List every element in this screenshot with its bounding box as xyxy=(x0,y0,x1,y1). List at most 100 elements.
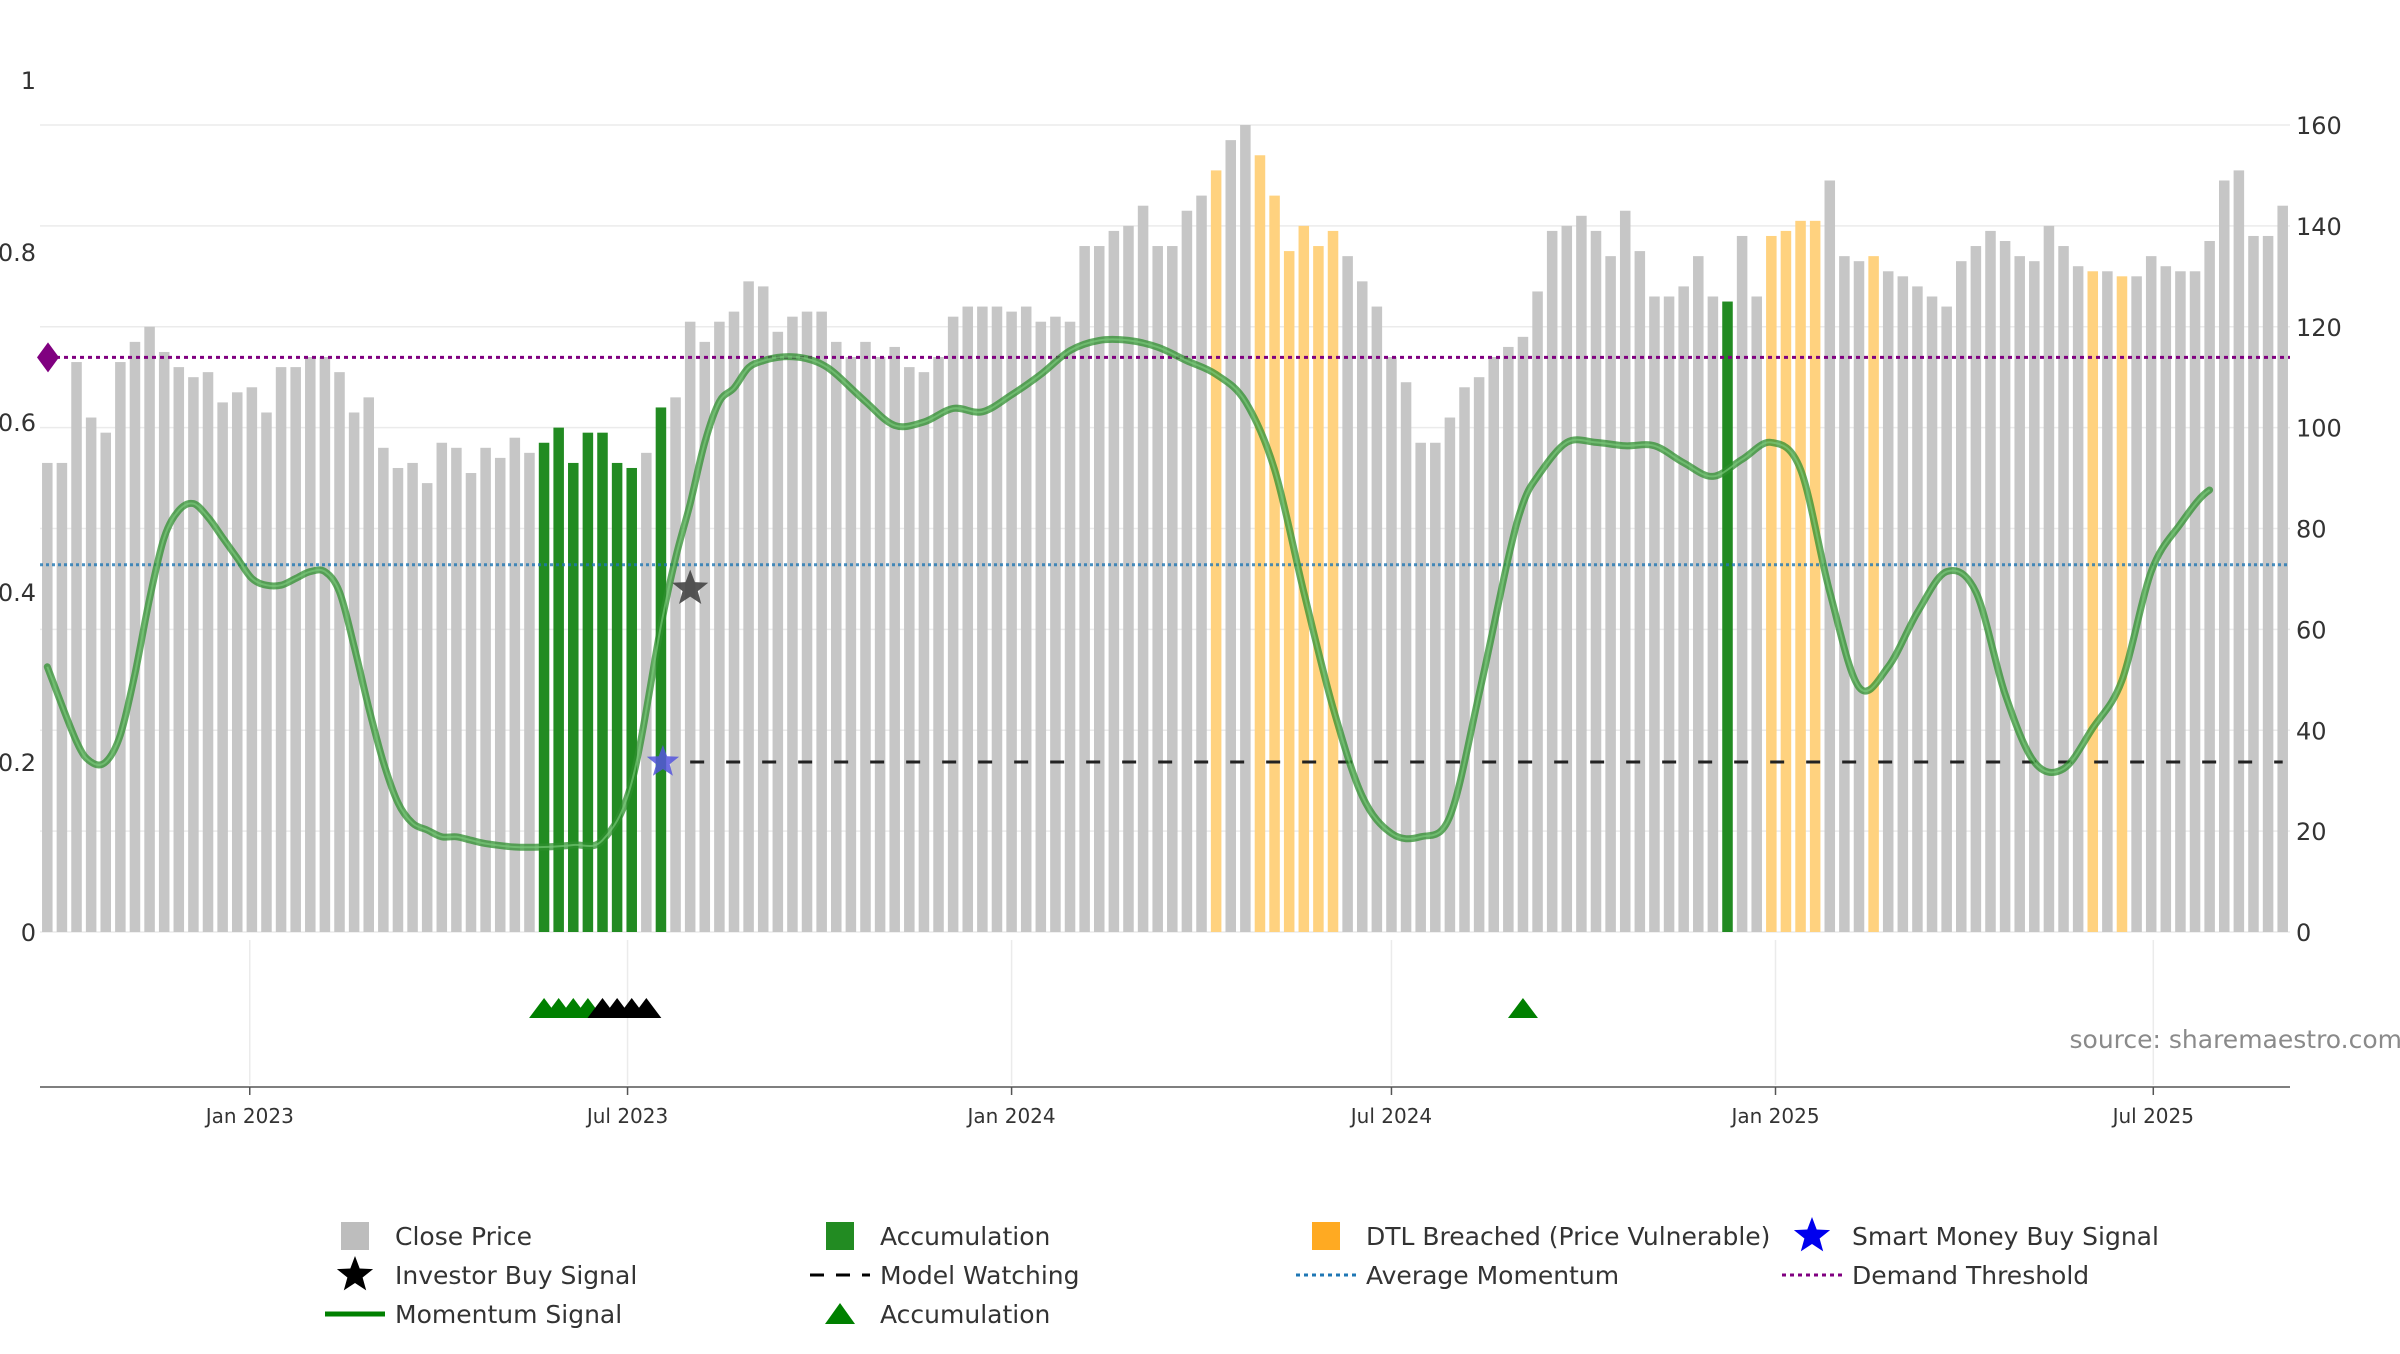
close-price-bar xyxy=(71,362,82,932)
close-price-bar xyxy=(583,433,594,932)
x-tick-label: Jan 2024 xyxy=(966,1104,1056,1128)
close-price-bar xyxy=(1737,236,1748,932)
close-price-bar xyxy=(2219,180,2230,932)
close-price-bar xyxy=(232,392,243,932)
legend-item: Model Watching xyxy=(810,1261,1080,1290)
close-price-bar xyxy=(1927,296,1938,932)
y-right-tick-label: 80 xyxy=(2296,516,2327,544)
close-price-bar xyxy=(1459,387,1470,932)
close-price-bar xyxy=(378,448,389,932)
y-right-tick-label: 60 xyxy=(2296,616,2327,644)
close-price-bar xyxy=(919,372,930,932)
close-price-bar xyxy=(1182,211,1193,932)
y-left-tick-label: 0.4 xyxy=(0,579,36,607)
close-price-bar xyxy=(1050,317,1061,932)
close-price-bar xyxy=(159,352,170,932)
close-price-bar xyxy=(334,372,345,932)
y-right-tick-label: 40 xyxy=(2296,717,2327,745)
close-price-bar xyxy=(1445,418,1456,932)
legend-item: Accumulation xyxy=(826,1222,1050,1251)
legend-label: Average Momentum xyxy=(1366,1261,1619,1290)
close-price-bar xyxy=(1547,231,1558,932)
close-price-bar xyxy=(1328,231,1339,932)
close-price-bar xyxy=(86,418,97,932)
legend-triangle-icon xyxy=(825,1303,855,1324)
close-price-bar xyxy=(1766,236,1777,932)
reference-lines xyxy=(40,357,2290,762)
close-price-bar xyxy=(1386,357,1397,932)
demand-threshold-marker xyxy=(37,342,59,372)
close-price-bar xyxy=(1620,211,1631,932)
close-price-bar xyxy=(1006,312,1017,932)
y-right-tick-label: 140 xyxy=(2296,213,2342,241)
y-right-tick-label: 120 xyxy=(2296,314,2342,342)
legend-star-icon xyxy=(337,1256,373,1290)
close-price-bar xyxy=(1415,443,1426,932)
close-price-bar xyxy=(2175,271,2186,932)
close-price-bar xyxy=(217,402,228,932)
close-price-bar xyxy=(1094,246,1105,932)
close-price-bar xyxy=(1941,307,1952,932)
close-price-bar xyxy=(1518,337,1529,932)
close-price-bar xyxy=(2161,266,2172,932)
x-tick-label: Jul 2024 xyxy=(1349,1104,1432,1128)
close-price-bar xyxy=(1649,296,1660,932)
x-tick-label: Jan 2025 xyxy=(1729,1104,1819,1128)
legend-item: Momentum Signal xyxy=(325,1300,622,1329)
close-price-bar xyxy=(422,483,433,932)
close-price-bar xyxy=(875,357,886,932)
close-price-bar xyxy=(1372,307,1383,932)
legend-label: DTL Breached (Price Vulnerable) xyxy=(1366,1222,1770,1251)
legend-star-icon xyxy=(1794,1217,1830,1251)
legend-label: Smart Money Buy Signal xyxy=(1852,1222,2159,1251)
close-price-bar xyxy=(626,468,637,932)
gridlines xyxy=(40,125,2290,1085)
close-price-bar xyxy=(816,312,827,932)
close-price-bar xyxy=(2044,226,2055,932)
legend-label: Model Watching xyxy=(880,1261,1080,1290)
close-price-bar xyxy=(115,362,126,932)
close-price-bar xyxy=(1357,281,1368,932)
close-price-bar xyxy=(904,367,915,932)
close-price-bar xyxy=(451,448,462,932)
y-left-tick-label: 0.6 xyxy=(0,409,36,437)
close-price-bar xyxy=(802,312,813,932)
close-price-bar xyxy=(393,468,404,932)
close-price-bar xyxy=(2204,241,2215,932)
close-price-bar xyxy=(1854,261,1865,932)
close-price-bar xyxy=(1722,302,1733,932)
close-price-bar xyxy=(1562,226,1573,932)
close-price-bar xyxy=(597,433,608,932)
close-price-bar xyxy=(1430,443,1441,932)
close-price-bar xyxy=(1591,231,1602,932)
close-price-bar xyxy=(100,433,111,932)
close-price-bar xyxy=(407,463,418,932)
close-price-bar xyxy=(1255,155,1266,932)
close-price-bar xyxy=(1240,125,1251,932)
legend-label: Demand Threshold xyxy=(1852,1261,2089,1290)
close-price-bar xyxy=(2117,276,2128,932)
close-price-bar xyxy=(758,286,769,932)
close-price-bar xyxy=(1810,221,1821,932)
close-price-bar xyxy=(1576,216,1587,932)
legend-item: Investor Buy Signal xyxy=(337,1256,637,1290)
close-price-bar xyxy=(787,317,798,932)
close-price-bar xyxy=(2234,170,2245,932)
legend-item: Average Momentum xyxy=(1296,1261,1619,1290)
close-price-bar xyxy=(1021,307,1032,932)
close-price-bar xyxy=(1503,347,1514,932)
legend-item: DTL Breached (Price Vulnerable) xyxy=(1312,1222,1770,1251)
close-price-bar xyxy=(1225,140,1236,932)
close-price-bar xyxy=(729,312,740,932)
close-price-bar xyxy=(2248,236,2259,932)
close-price-bar xyxy=(963,307,974,932)
legend-square-icon xyxy=(826,1222,854,1250)
y-left-tick-label: 1 xyxy=(21,67,36,95)
close-price-bar xyxy=(1284,251,1295,932)
close-price-bar xyxy=(2277,206,2288,932)
close-price-bar xyxy=(305,357,316,932)
close-price-bar xyxy=(174,367,185,932)
close-price-bar xyxy=(1751,296,1762,932)
